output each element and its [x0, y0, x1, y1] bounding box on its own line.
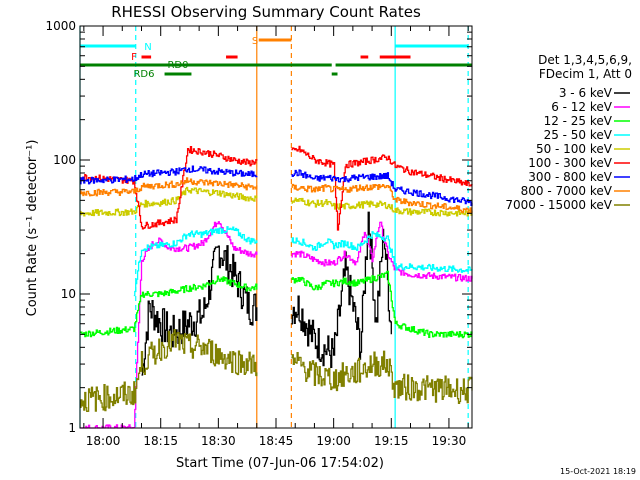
series-line-0-0 [141, 245, 258, 376]
legend-label-7: 800 - 7000 keV [521, 184, 613, 198]
flag-label-0: N [144, 42, 151, 53]
timestamp: 15-Oct-2021 18:19 [560, 467, 636, 476]
x-axis-label: Start Time (07-Jun-06 17:54:02) [176, 456, 384, 471]
x-tick-label-5: 19:15 [374, 434, 409, 448]
series-line-0-1 [291, 211, 392, 369]
series-line-1-0 [80, 221, 258, 429]
series-line-8-1 [291, 350, 473, 405]
legend-label-2: 12 - 25 keV [544, 114, 613, 128]
flag-label-3: RD0 [167, 60, 188, 71]
series-line-3-0 [133, 226, 258, 297]
legend-label-8: 7000 - 15000 keV [505, 198, 612, 212]
legend-label-1: 6 - 12 keV [551, 100, 613, 114]
y-tick-label-0: 1 [68, 421, 76, 435]
series-line-4-1 [291, 197, 473, 217]
series-line-2-0 [80, 275, 258, 338]
series-line-1-1 [291, 221, 473, 282]
series-line-8-0 [80, 328, 258, 413]
series-line-4-0 [80, 186, 258, 217]
legend-label-6: 300 - 800 keV [528, 170, 612, 184]
series-line-7-1 [291, 183, 473, 214]
legend-label-0: 3 - 6 keV [559, 86, 613, 100]
legend-label-3: 25 - 50 keV [544, 128, 613, 142]
y-tick-label-2: 100 [53, 153, 76, 167]
series-line-7-0 [80, 177, 258, 197]
flag-label-4: RD6 [133, 69, 154, 80]
y-tick-label-1: 10 [61, 287, 76, 301]
flag-label-2: F [131, 52, 137, 63]
series-line-2-1 [291, 270, 473, 339]
chart-title: RHESSI Observing Summary Count Rates [111, 3, 421, 21]
series-line-5-1 [291, 145, 473, 231]
series-line-6-0 [80, 165, 258, 185]
x-tick-label-4: 19:00 [316, 434, 351, 448]
series-line-6-1 [291, 169, 473, 207]
legend-label-5: 100 - 300 keV [528, 156, 612, 170]
flag-label-1: S [252, 36, 258, 47]
x-tick-label-3: 18:45 [259, 434, 294, 448]
legend-header-1: Det 1,3,4,5,6,9, [538, 53, 632, 67]
series-line-3-1 [291, 231, 473, 273]
y-axis-label: Count Rate (s⁻¹ detector⁻¹) [25, 140, 40, 317]
x-tick-label-6: 19:30 [432, 434, 467, 448]
x-tick-label-0: 18:00 [86, 434, 121, 448]
x-tick-label-1: 18:15 [143, 434, 178, 448]
legend-header-2: FDecim 1, Att 0 [539, 67, 632, 81]
series-line-5-0 [80, 145, 258, 230]
plot-area: N S F RD0 RD6 1 10 100 1000 18:00 18:15 18:30 18:45 1… [45, 19, 473, 448]
y-tick-label-3: 1000 [45, 19, 76, 33]
legend-label-4: 50 - 100 keV [536, 142, 613, 156]
x-tick-label-2: 18:30 [201, 434, 236, 448]
